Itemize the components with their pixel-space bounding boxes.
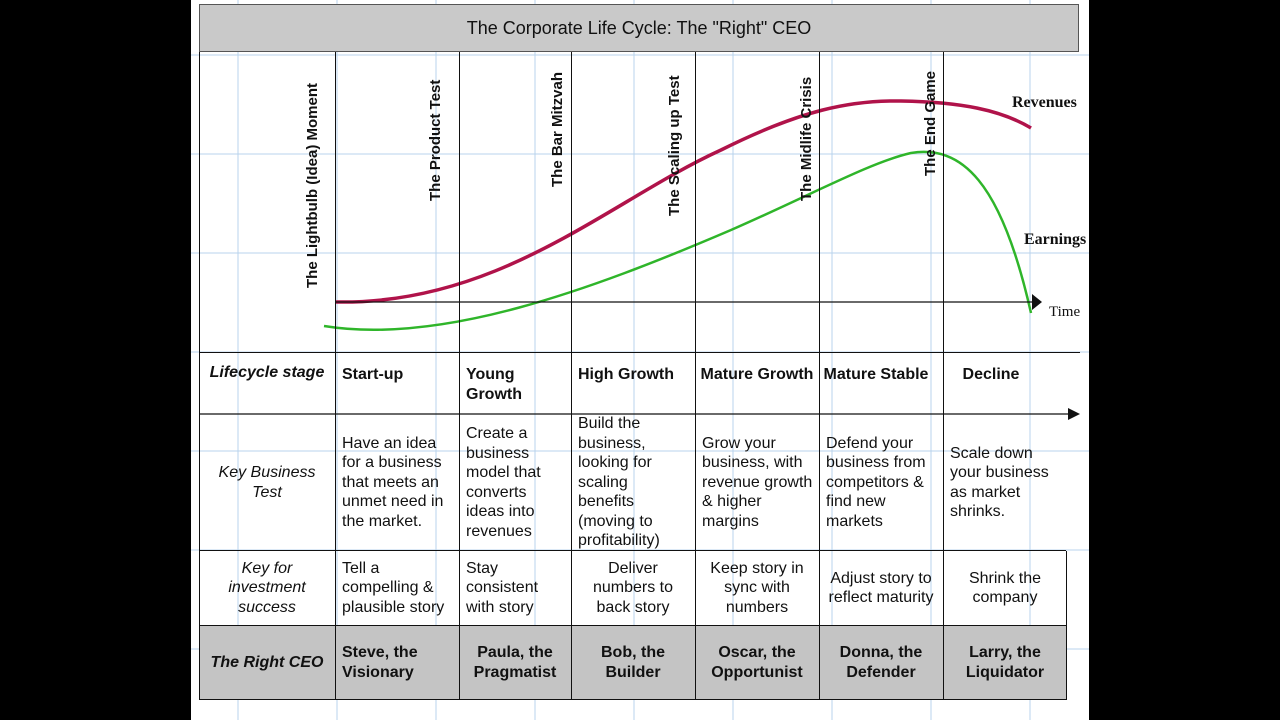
column-divider	[819, 52, 820, 700]
column-divider	[571, 52, 572, 700]
stage-startup: Start-up	[342, 366, 404, 383]
ceo-startup: Steve, the Visionary	[342, 644, 418, 681]
milestone-midlife-crisis: The Midlife Crisis	[798, 76, 815, 201]
stage-mature-growth: Mature Growth	[700, 366, 814, 383]
test-decline: Scale down your business as market shrin…	[950, 444, 1049, 521]
row-label-investment: Key for investment success	[228, 559, 306, 616]
column-divider	[695, 52, 696, 700]
table-top-border	[199, 352, 1080, 353]
stage-mature-stable: Mature Stable	[823, 366, 929, 383]
right-border	[1066, 551, 1067, 700]
investment-mature-stable: Adjust story to reflect maturity	[828, 569, 934, 607]
column-divider	[943, 52, 944, 700]
investment-decline: Shrink the company	[968, 569, 1042, 607]
row-divider	[199, 550, 1066, 551]
milestone-scaling-up-test: The Scaling up Test	[666, 75, 683, 216]
table-bottom-border	[199, 699, 1066, 700]
time-axis-arrow	[1032, 294, 1042, 310]
time-label: Time	[1049, 304, 1081, 320]
ceo-young-growth: Paula, the Pragmatist	[473, 644, 557, 681]
test-mature-growth: Grow your business, with revenue growth …	[702, 434, 813, 530]
row-divider	[199, 625, 1066, 626]
investment-young-growth: Stay consistent with story	[466, 559, 539, 616]
ceo-row-background	[199, 626, 1066, 699]
ceo-mature-stable: Donna, the Defender	[839, 644, 923, 681]
milestone-bar-mitzvah: The Bar Mitzvah	[549, 71, 566, 187]
row-label-ceo: The Right CEO	[210, 653, 324, 671]
stage-decline: Decline	[962, 366, 1020, 383]
earnings-curve	[323, 150, 1033, 332]
column-divider	[335, 52, 336, 700]
milestone-product-test: The Product Test	[427, 79, 444, 201]
page-title: The Corporate Life Cycle: The "Right" CE…	[199, 4, 1079, 52]
ceo-high-growth: Bob, the Builder	[601, 644, 665, 681]
milestone-lightbulb: The Lightbulb (Idea) Moment	[304, 83, 321, 288]
test-startup: Have an idea for a business that meets a…	[342, 434, 444, 530]
investment-high-growth: Deliver numbers to back story	[592, 559, 674, 616]
revenues-label: Revenues	[1012, 94, 1077, 111]
ceo-mature-growth: Oscar, the Opportunist	[711, 644, 803, 681]
stage-arrow-head	[1068, 408, 1080, 420]
investment-startup: Tell a compelling & plausible story	[342, 559, 445, 616]
test-high-growth: Build the business, looking for scaling …	[578, 415, 660, 550]
test-mature-stable: Defend your business from competitors & …	[826, 434, 926, 530]
ceo-decline: Larry, the Liquidator	[965, 644, 1045, 681]
lifecycle-chart	[199, 99, 1080, 420]
stage-high-growth: High Growth	[578, 366, 674, 383]
revenues-curve	[335, 99, 1032, 304]
earnings-label: Earnings	[1024, 231, 1087, 248]
test-young-growth: Create a business model that converts id…	[466, 425, 541, 540]
milestone-end-game: The End Game	[922, 70, 939, 176]
row-label-stage: Lifecycle stage	[209, 364, 325, 381]
row-label-test: Key Business Test	[218, 464, 316, 501]
investment-mature-growth: Keep story in sync with numbers	[710, 559, 804, 616]
stage-young-growth: Young Growth	[466, 366, 522, 403]
left-border	[199, 52, 200, 700]
column-divider	[459, 52, 460, 700]
slide: The Corporate Life Cycle: The "Right" CE…	[191, 0, 1089, 720]
